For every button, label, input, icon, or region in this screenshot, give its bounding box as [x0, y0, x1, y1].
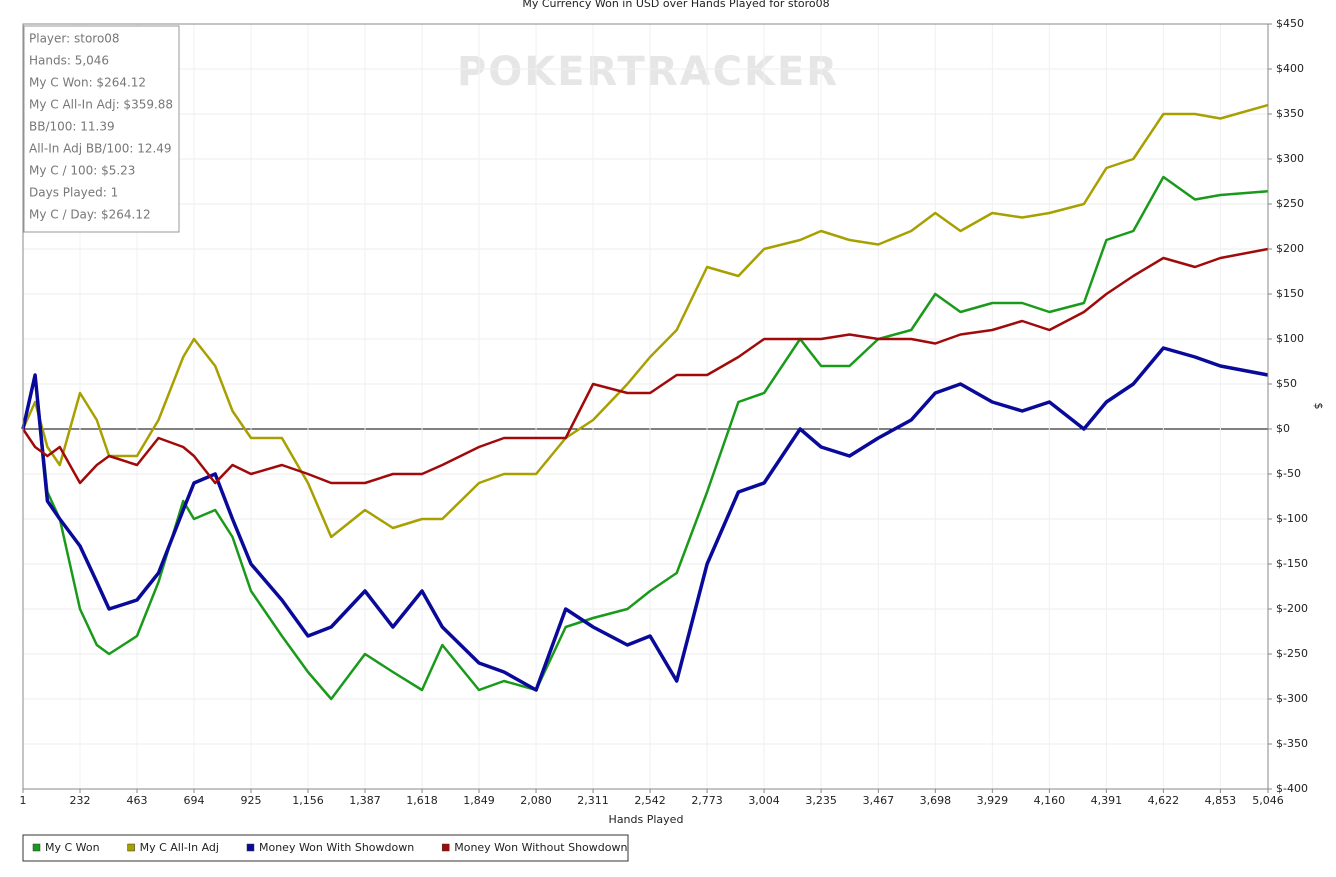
legend-label: Money Won With Showdown [259, 841, 414, 854]
legend-label: My C All-In Adj [140, 841, 219, 854]
y-tick-label: $450 [1276, 17, 1304, 30]
y-tick-label: $0 [1276, 422, 1290, 435]
plot-frame [22, 23, 1269, 790]
legend-swatch [127, 843, 135, 852]
info-line: Hands: 5,046 [29, 54, 109, 68]
legend: My C Won My C All-In Adj Money Won With Sh… [22, 834, 629, 862]
x-tick-label: 5,046 [1252, 794, 1284, 807]
legend-frame [22, 834, 629, 862]
y-tick-label: $150 [1276, 287, 1304, 300]
x-tick-label: 3,929 [977, 794, 1009, 807]
watermark: POKERTRACKER [457, 49, 839, 95]
y-tick-label: $200 [1276, 242, 1304, 255]
y-tick-label: $350 [1276, 107, 1304, 120]
y-tick-label: $250 [1276, 197, 1304, 210]
info-line: BB/100: 11.39 [29, 120, 115, 134]
y-tick-label: $-250 [1276, 647, 1308, 660]
x-tick-label: 1 [20, 794, 27, 807]
y-tick-label: $-50 [1276, 467, 1301, 480]
info-line: My C All-In Adj: $359.88 [29, 98, 173, 112]
x-tick-label: 1,156 [292, 794, 324, 807]
series-line [21, 247, 1269, 485]
x-tick-label: 1,387 [349, 794, 381, 807]
x-tick-label: 694 [184, 794, 205, 807]
x-tick-label: 1,849 [463, 794, 495, 807]
x-tick-label: 925 [241, 794, 262, 807]
legend-swatch [441, 843, 450, 852]
x-tick-label: 2,311 [577, 794, 609, 807]
x-tick-label: 4,853 [1205, 794, 1237, 807]
y-tick-label: $-400 [1276, 782, 1308, 795]
info-line: Days Played: 1 [29, 186, 118, 200]
legend-label: Money Won Without Showdown [454, 841, 627, 854]
lines [21, 103, 1269, 701]
y-tick-label: $-300 [1276, 692, 1308, 705]
series-line [21, 346, 1269, 692]
y-tick-label: $400 [1276, 62, 1304, 75]
legend-swatch [246, 843, 255, 852]
legend-label: My C Won [45, 841, 100, 854]
x-tick-label: 3,235 [805, 794, 837, 807]
series-line [21, 175, 1269, 701]
x-tick-label: 232 [70, 794, 91, 807]
x-tick-label: 3,698 [920, 794, 952, 807]
grid [22, 23, 1272, 793]
info-line: My C Won: $264.12 [29, 76, 146, 90]
x-tick-label: 4,622 [1148, 794, 1180, 807]
y-tick-label: $-200 [1276, 602, 1308, 615]
y-tick-label: $-150 [1276, 557, 1308, 570]
y-tick-label: $-350 [1276, 737, 1308, 750]
y-tick-label: $50 [1276, 377, 1297, 390]
x-tick-label: 1,618 [406, 794, 438, 807]
y-tick-label: $-100 [1276, 512, 1308, 525]
y-tick-label: $100 [1276, 332, 1304, 345]
info-line: All-In Adj BB/100: 12.49 [29, 142, 172, 156]
x-tick-label: 3,004 [748, 794, 780, 807]
info-frame [23, 25, 180, 233]
info-line: Player: storo08 [29, 32, 120, 46]
legend-swatch [32, 843, 41, 852]
y-tick-label: $300 [1276, 152, 1304, 165]
info-line: My C / 100: $5.23 [29, 164, 135, 178]
x-axis-label: Hands Played [609, 813, 684, 826]
x-tick-label: 2,542 [634, 794, 666, 807]
x-tick-label: 2,773 [691, 794, 723, 807]
y-axis-label: $ [1312, 403, 1325, 410]
x-tick-label: 4,160 [1034, 794, 1066, 807]
info-line: My C / Day: $264.12 [29, 208, 151, 222]
x-tick-label: 4,391 [1091, 794, 1123, 807]
chart-title: My Currency Won in USD over Hands Played… [522, 0, 829, 10]
info-box: Player: storo08 Hands: 5,046 My C Won: $26… [23, 25, 180, 233]
x-tick-label: 463 [127, 794, 148, 807]
x-tick-label: 2,080 [520, 794, 552, 807]
x-tick-label: 3,467 [863, 794, 895, 807]
